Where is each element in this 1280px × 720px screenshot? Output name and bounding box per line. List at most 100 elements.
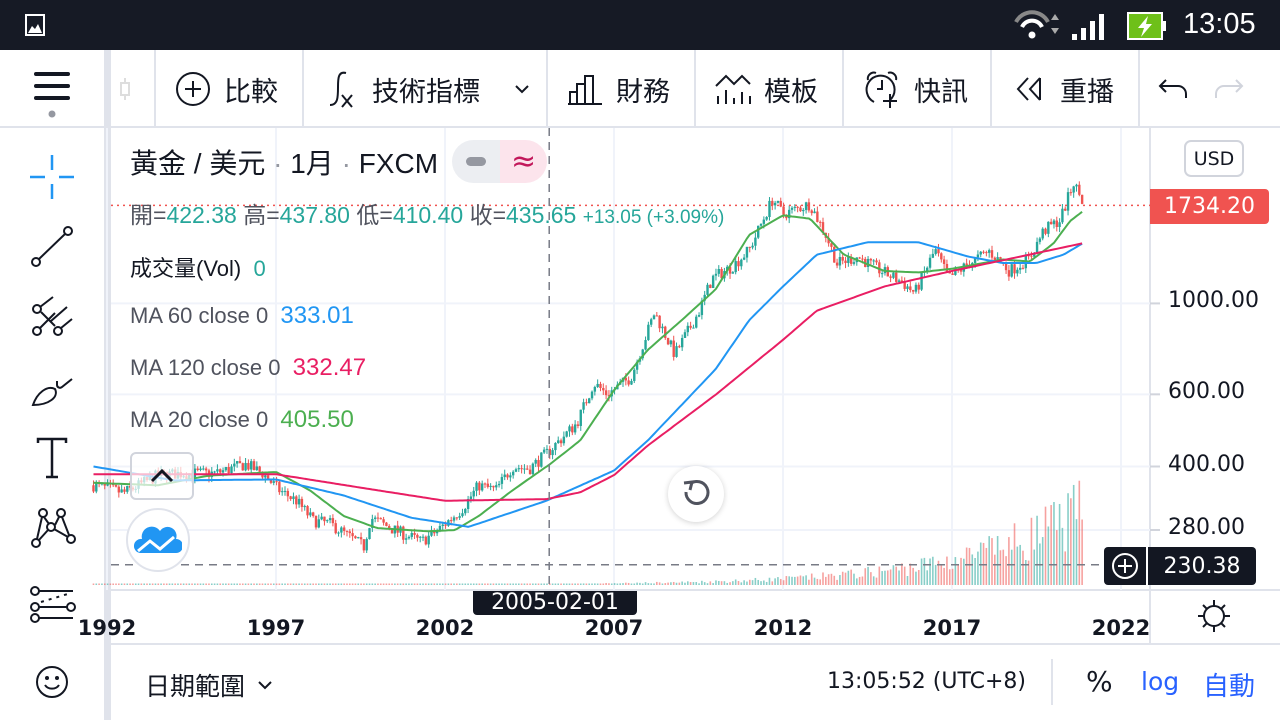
undo-button[interactable] (1154, 68, 1194, 108)
volume-bar (929, 558, 931, 585)
volume-bar (698, 583, 700, 585)
percent-toggle[interactable]: % (1086, 665, 1113, 698)
candle (649, 317, 653, 328)
currency-button[interactable]: USD (1184, 140, 1244, 177)
tool-prediction[interactable] (22, 578, 82, 638)
candle (802, 208, 805, 216)
volume-legend[interactable]: 成交量(Vol) 0 (130, 256, 266, 281)
volume-bar (960, 557, 962, 585)
candle (658, 315, 661, 333)
volume-bar (641, 583, 644, 585)
volume-bar (177, 583, 179, 585)
tool-crosshair[interactable] (22, 147, 82, 207)
ma120-legend[interactable]: MA 120 close 0 332.47 (130, 354, 367, 381)
chart-type-button[interactable] (111, 50, 156, 128)
alerts-button[interactable]: 快訊 (844, 50, 992, 128)
volume-bar (585, 583, 588, 585)
chart-settings-button[interactable] (1194, 596, 1234, 636)
candle-body (269, 480, 273, 483)
candle-body (514, 469, 518, 472)
candle (689, 321, 692, 330)
legend-toggle[interactable]: ≈ (452, 140, 548, 183)
chevron-down-icon (515, 85, 529, 94)
volume-bar (681, 581, 683, 585)
candle-body (252, 461, 256, 471)
symbol-title[interactable]: 黃金 / 美元 · 1月 · FXCM (130, 147, 439, 179)
candle-body (306, 506, 309, 516)
volume-bar (489, 583, 492, 585)
volume-bar (636, 582, 638, 585)
menu-button[interactable] (20, 62, 84, 122)
candle-body (835, 262, 839, 266)
templates-button[interactable]: 模板 (696, 50, 844, 128)
volume-bar (213, 583, 216, 585)
volume-bar (399, 583, 402, 585)
candle (230, 464, 233, 474)
ma60-legend[interactable]: MA 60 close 0 333.01 (130, 302, 354, 329)
candle (740, 258, 743, 270)
add-price-button[interactable] (1104, 547, 1146, 585)
candle-body (1069, 192, 1073, 194)
candle (255, 461, 259, 471)
candle (326, 519, 329, 523)
volume-bar (1008, 537, 1010, 585)
candle-body (413, 533, 416, 535)
tool-text[interactable] (22, 428, 82, 488)
expand-legend-button[interactable] (130, 452, 194, 500)
candle-body (331, 518, 335, 524)
volume-bar (971, 554, 974, 585)
volume-bar (146, 583, 148, 585)
candle-body (235, 461, 239, 464)
tradingview-logo[interactable] (126, 508, 190, 572)
candle (793, 204, 797, 212)
tool-brush[interactable] (22, 358, 82, 418)
indicators-button[interactable]: 技術指標 (304, 50, 548, 128)
volume-bar (419, 583, 422, 585)
volume-bar (836, 579, 838, 585)
volume-bar (903, 566, 906, 585)
candle (771, 197, 774, 211)
volume-bar (292, 583, 295, 585)
candle-body (303, 506, 306, 508)
financials-button[interactable]: 財務 (548, 50, 696, 128)
candle (711, 274, 715, 289)
clock-timezone[interactable]: 13:05:52 (UTC+8) (827, 669, 1027, 694)
candle (926, 266, 929, 274)
volume-bar (253, 583, 255, 585)
candle-body (424, 536, 428, 545)
ma20-legend[interactable]: MA 20 close 0 405.50 (130, 406, 354, 433)
tool-emoji[interactable] (22, 652, 82, 712)
volume-bar (740, 582, 743, 585)
candle-body (506, 474, 509, 478)
candle (579, 409, 582, 431)
candle (258, 465, 261, 473)
replay-button[interactable]: 重播 (992, 50, 1140, 128)
candle-body (492, 485, 495, 488)
volume-bar (216, 583, 219, 585)
volume-bar (825, 576, 827, 585)
tool-pitchfork[interactable] (22, 288, 82, 348)
tool-pattern[interactable] (22, 498, 82, 558)
volume-bar (577, 583, 579, 585)
candle-body (869, 258, 873, 261)
candle-body (804, 202, 808, 210)
x-tick-label: 2002 (415, 616, 475, 640)
candle (745, 246, 749, 263)
compare-button[interactable]: 比較 (156, 50, 304, 128)
pattern-icon (31, 508, 76, 548)
volume-bar (937, 560, 940, 585)
date-range-button[interactable]: 日期範圍 (145, 667, 275, 703)
drawing-toolbar (0, 128, 104, 720)
log-toggle[interactable]: log (1141, 667, 1180, 696)
candle-body (402, 526, 405, 540)
candle-body (449, 520, 453, 522)
candle-body (861, 258, 864, 260)
candle (289, 495, 292, 501)
redo-button[interactable] (1208, 68, 1248, 108)
candle-body (126, 486, 129, 492)
candle (576, 421, 580, 429)
tool-trend-line[interactable] (22, 217, 82, 277)
candle-body (689, 325, 692, 328)
auto-scale-toggle[interactable]: 自動 (1203, 672, 1256, 702)
reset-chart-button[interactable] (668, 466, 724, 522)
